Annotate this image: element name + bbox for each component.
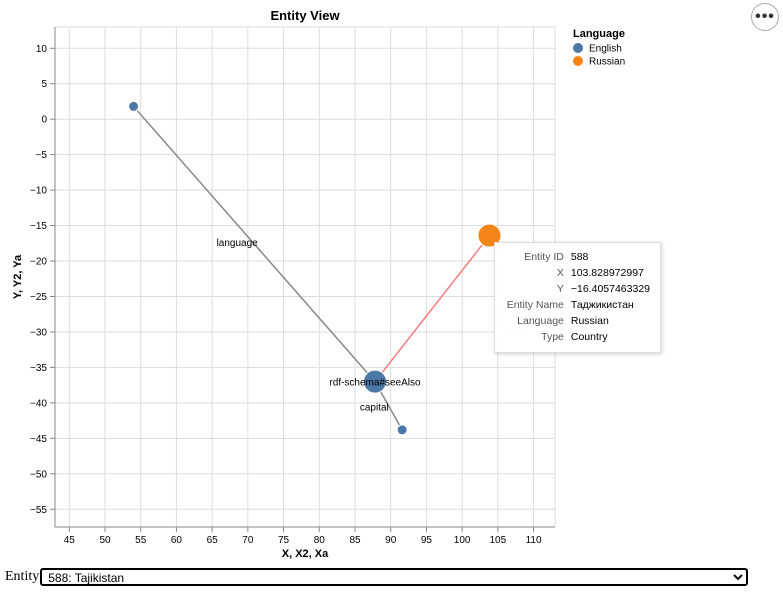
entity-selector: Entity 588: Tajikistan — [5, 568, 749, 586]
tooltip: Entity ID 588 X 103.828972997 Y −16.405746332… — [494, 242, 661, 353]
tooltip-key: Type — [541, 331, 564, 343]
legend-label: Russian — [589, 57, 625, 68]
entity-view-chart: Entity View 45 50 55 60 65 70 75 80 85 90 95 100 105… — [12, 8, 625, 560]
tooltip-value: Таджикистан — [570, 299, 634, 311]
x-tick-label: 65 — [207, 535, 219, 546]
data-point[interactable] — [363, 369, 387, 394]
x-tick-label: 95 — [421, 535, 433, 546]
tooltip-row: Entity Name Таджикистан — [503, 297, 652, 313]
y-tick-label: −5 — [36, 150, 48, 161]
x-tick-label: 100 — [454, 535, 471, 546]
edge-label: capital — [360, 402, 389, 413]
x-axis: 45 50 55 60 65 70 75 80 85 90 95 100 105 110 — [55, 526, 555, 546]
x-axis-title: X, X2, Xa — [282, 548, 329, 560]
grid — [55, 27, 555, 527]
y-tick-label: 0 — [41, 115, 47, 126]
y-tick-label: −10 — [30, 186, 47, 197]
y-axis-title: Y, Y2, Ya — [12, 254, 24, 299]
x-tick-label: 105 — [490, 535, 507, 546]
legend-swatch — [573, 43, 583, 53]
y-tick-label: 5 — [41, 79, 47, 90]
tooltip-value: −16.4057463329 — [570, 283, 650, 295]
entity-select[interactable]: 588: Tajikistan — [40, 568, 749, 586]
y-tick-label: 10 — [36, 44, 48, 55]
x-tick-label: 75 — [278, 535, 290, 546]
x-tick-label: 55 — [135, 535, 147, 546]
tooltip-value: 588 — [570, 251, 589, 263]
legend-swatch — [573, 56, 583, 66]
tooltip-row: Type Country — [503, 329, 652, 345]
legend: Language English Russian — [573, 28, 625, 68]
edge-label: rdf-schema#seeAlso — [329, 378, 421, 389]
tooltip-table: Entity ID 588 X 103.828972997 Y −16.405746332… — [503, 249, 652, 345]
data-point[interactable] — [477, 223, 502, 248]
x-tick-label: 70 — [242, 535, 254, 546]
tooltip-row: Language Russian — [503, 313, 652, 329]
plot-frame — [54, 26, 556, 528]
chart-title: Entity View — [270, 8, 340, 23]
more-actions-button[interactable]: ••• — [751, 3, 779, 31]
edge-line — [133, 105, 376, 383]
y-tick-label: −40 — [30, 398, 47, 409]
y-tick-label: −45 — [30, 434, 47, 445]
tooltip-value: Country — [570, 331, 608, 343]
entity-label: Entity — [5, 569, 40, 584]
y-tick-label: −25 — [30, 292, 47, 303]
y-tick-label: −20 — [30, 257, 47, 268]
y-tick-label: −55 — [30, 505, 47, 516]
edge-line — [374, 235, 491, 383]
y-tick-label: −30 — [30, 327, 47, 338]
x-tick-label: 45 — [64, 535, 76, 546]
tooltip-key: Y — [556, 283, 564, 295]
tooltip-key: X — [556, 267, 564, 279]
tooltip-value: 103.828972997 — [570, 267, 644, 279]
y-tick-label: −35 — [30, 363, 47, 374]
legend-label: English — [589, 44, 622, 55]
points — [128, 100, 502, 436]
x-tick-label: 50 — [99, 535, 111, 546]
edge-label: language — [217, 238, 259, 249]
x-tick-label: 60 — [171, 535, 183, 546]
y-tick-label: −50 — [30, 469, 47, 480]
tooltip-row: Y −16.4057463329 — [503, 281, 652, 297]
x-tick-label: 110 — [526, 535, 542, 546]
tooltip-row: X 103.828972997 — [503, 265, 652, 281]
x-tick-label: 85 — [349, 535, 361, 546]
y-axis: 10 5 0 −5 −10 −15 −20 −25 −30 −35 −40 −45 −50 −55 — [30, 27, 56, 527]
tooltip-value: Russian — [570, 315, 609, 327]
data-point[interactable] — [396, 424, 408, 436]
y-tick-label: −15 — [30, 221, 47, 232]
data-point[interactable] — [128, 100, 140, 112]
x-tick-label: 80 — [314, 535, 326, 546]
x-tick-label: 90 — [385, 535, 397, 546]
legend-title: Language — [573, 28, 625, 40]
tooltip-row: Entity ID 588 — [503, 249, 652, 265]
edge-labels: language capital rdf-schema#seeAlso — [217, 238, 421, 414]
tooltip-key: Language — [517, 315, 564, 327]
tooltip-key: Entity ID — [524, 251, 564, 263]
tooltip-key: Entity Name — [506, 299, 564, 311]
